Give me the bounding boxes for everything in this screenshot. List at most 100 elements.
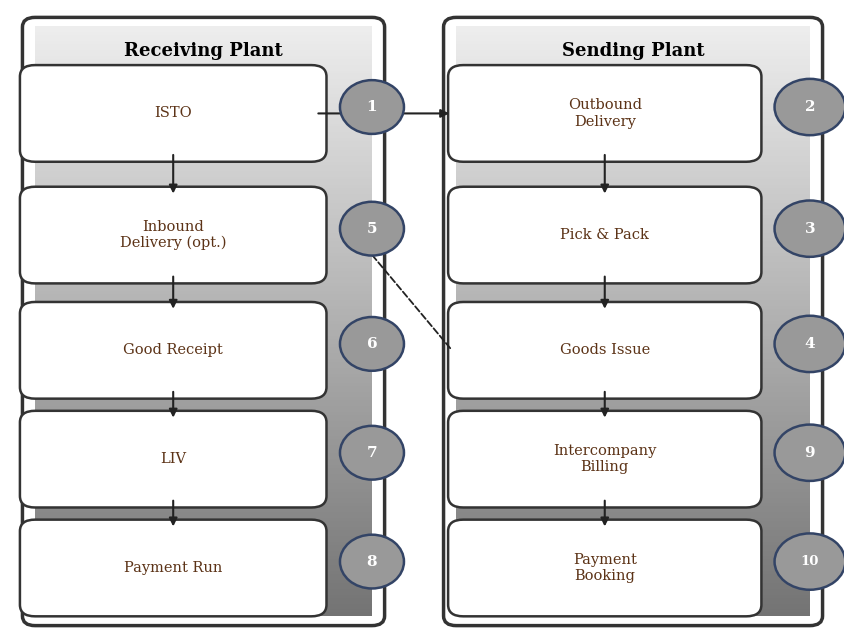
Bar (456, 191, 809, 195)
Bar (456, 448, 809, 451)
Bar (35, 62, 371, 66)
Bar (35, 439, 371, 442)
Bar (35, 203, 371, 206)
Bar (35, 595, 371, 599)
Bar (456, 114, 809, 118)
Bar (35, 365, 371, 368)
Bar (456, 62, 809, 66)
Bar (35, 412, 371, 416)
Bar (35, 141, 371, 145)
Bar (35, 174, 371, 177)
Bar (456, 409, 809, 413)
Bar (35, 138, 371, 142)
Bar (456, 365, 809, 368)
Bar (456, 427, 809, 430)
Bar (35, 300, 371, 304)
Bar (35, 215, 371, 219)
Bar (35, 168, 371, 171)
Bar (35, 144, 371, 148)
FancyBboxPatch shape (20, 65, 326, 162)
Bar (35, 285, 371, 289)
Bar (35, 112, 371, 115)
Bar (456, 276, 809, 280)
Bar (456, 144, 809, 148)
Bar (456, 577, 809, 581)
Bar (456, 494, 809, 498)
Text: 4: 4 (803, 337, 814, 351)
Bar (456, 574, 809, 577)
Bar (456, 239, 809, 242)
Bar (35, 444, 371, 448)
Bar (456, 65, 809, 68)
Bar (456, 332, 809, 336)
Bar (456, 32, 809, 36)
Bar (456, 477, 809, 480)
Bar (456, 321, 809, 325)
Bar (456, 350, 809, 354)
Bar (35, 65, 371, 68)
Bar (456, 397, 809, 401)
Bar (456, 35, 809, 39)
Bar (456, 165, 809, 168)
Bar (35, 471, 371, 475)
Bar (35, 88, 371, 92)
Bar (456, 71, 809, 74)
Bar (35, 109, 371, 113)
Text: 9: 9 (803, 446, 814, 460)
Bar (456, 135, 809, 139)
Ellipse shape (339, 202, 403, 255)
Bar (35, 388, 371, 392)
Bar (35, 194, 371, 198)
Bar (456, 203, 809, 206)
Bar (456, 330, 809, 333)
Text: Good Receipt: Good Receipt (123, 343, 223, 358)
Ellipse shape (774, 534, 844, 590)
Bar (456, 418, 809, 422)
Ellipse shape (774, 79, 844, 135)
Bar (456, 383, 809, 386)
Bar (456, 123, 809, 127)
Bar (35, 38, 371, 42)
Ellipse shape (774, 316, 844, 372)
Bar (35, 362, 371, 366)
Bar (35, 53, 371, 57)
Bar (456, 280, 809, 283)
Bar (456, 38, 809, 42)
Bar (456, 262, 809, 266)
Bar (456, 68, 809, 71)
Bar (456, 56, 809, 59)
Bar (35, 527, 371, 530)
Bar (35, 377, 371, 381)
Bar (456, 77, 809, 80)
Bar (35, 315, 371, 318)
Bar (456, 362, 809, 366)
Bar (35, 212, 371, 215)
Bar (35, 239, 371, 242)
Bar (35, 507, 371, 510)
Text: Pick & Pack: Pick & Pack (560, 228, 648, 242)
Bar (456, 97, 809, 100)
Bar (35, 297, 371, 301)
Bar (456, 451, 809, 454)
Bar (35, 318, 371, 322)
Bar (35, 235, 371, 239)
Bar (35, 606, 371, 610)
Bar (456, 345, 809, 348)
Bar (456, 485, 809, 489)
Bar (35, 118, 371, 122)
Bar (456, 230, 809, 233)
Bar (35, 539, 371, 543)
Text: Payment Run: Payment Run (124, 561, 222, 575)
Bar (456, 580, 809, 584)
Bar (35, 545, 371, 548)
Bar (456, 168, 809, 171)
Bar (456, 297, 809, 301)
Bar (456, 500, 809, 504)
Bar (35, 59, 371, 62)
Bar (456, 215, 809, 219)
Bar (456, 129, 809, 133)
Text: LIV: LIV (160, 452, 186, 466)
Bar (456, 224, 809, 227)
Bar (456, 132, 809, 136)
Bar (456, 392, 809, 395)
